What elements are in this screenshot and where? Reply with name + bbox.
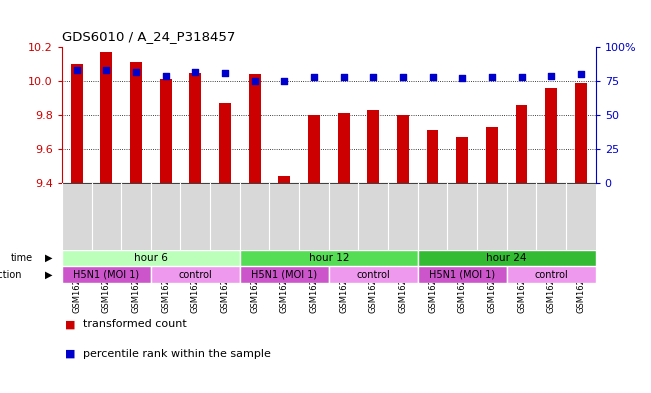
Text: hour 24: hour 24 xyxy=(486,253,527,263)
Text: H5N1 (MOI 1): H5N1 (MOI 1) xyxy=(251,270,317,280)
Point xyxy=(160,73,171,79)
Point xyxy=(279,78,290,84)
Text: time: time xyxy=(10,253,33,263)
Point xyxy=(427,74,437,80)
Text: GDS6010 / A_24_P318457: GDS6010 / A_24_P318457 xyxy=(62,30,235,43)
Bar xyxy=(62,266,151,283)
Text: control: control xyxy=(178,270,212,280)
Bar xyxy=(506,266,596,283)
Point xyxy=(220,70,230,76)
Bar xyxy=(240,250,418,266)
Point xyxy=(368,74,378,80)
Bar xyxy=(240,266,329,283)
Text: ▶: ▶ xyxy=(45,253,52,263)
Point xyxy=(516,74,527,80)
Bar xyxy=(546,88,557,183)
Bar xyxy=(516,105,527,183)
Text: transformed count: transformed count xyxy=(83,319,187,329)
Point xyxy=(339,74,349,80)
Text: ■: ■ xyxy=(65,349,76,359)
Bar xyxy=(151,266,240,283)
Point xyxy=(398,74,408,80)
Bar xyxy=(338,114,350,183)
Point xyxy=(190,68,201,75)
Bar xyxy=(71,64,83,183)
Bar xyxy=(426,130,439,183)
Bar xyxy=(397,115,409,183)
Bar xyxy=(279,176,290,183)
Bar xyxy=(130,62,142,183)
Point xyxy=(575,71,586,77)
Bar xyxy=(418,266,506,283)
Text: infection: infection xyxy=(0,270,21,280)
Text: H5N1 (MOI 1): H5N1 (MOI 1) xyxy=(74,270,139,280)
Bar xyxy=(189,73,201,183)
Bar xyxy=(329,266,418,283)
Text: H5N1 (MOI 1): H5N1 (MOI 1) xyxy=(429,270,495,280)
Point xyxy=(72,67,82,73)
Bar xyxy=(456,137,468,183)
Bar xyxy=(418,250,596,266)
Text: hour 6: hour 6 xyxy=(134,253,168,263)
Bar xyxy=(219,103,231,183)
Point xyxy=(457,75,467,82)
Point xyxy=(249,78,260,84)
Bar xyxy=(100,52,112,183)
Bar xyxy=(367,110,379,183)
Text: ▶: ▶ xyxy=(45,270,52,280)
Point xyxy=(101,67,111,73)
Bar xyxy=(486,127,498,183)
Text: percentile rank within the sample: percentile rank within the sample xyxy=(83,349,271,359)
Point xyxy=(487,74,497,80)
Text: hour 12: hour 12 xyxy=(309,253,349,263)
Text: control: control xyxy=(534,270,568,280)
Bar xyxy=(308,115,320,183)
Point xyxy=(131,68,141,75)
Point xyxy=(546,73,557,79)
Text: ■: ■ xyxy=(65,319,76,329)
Bar xyxy=(62,250,240,266)
Bar xyxy=(249,74,260,183)
Bar xyxy=(159,79,172,183)
Bar xyxy=(575,83,587,183)
Text: control: control xyxy=(356,270,390,280)
Point xyxy=(309,74,319,80)
